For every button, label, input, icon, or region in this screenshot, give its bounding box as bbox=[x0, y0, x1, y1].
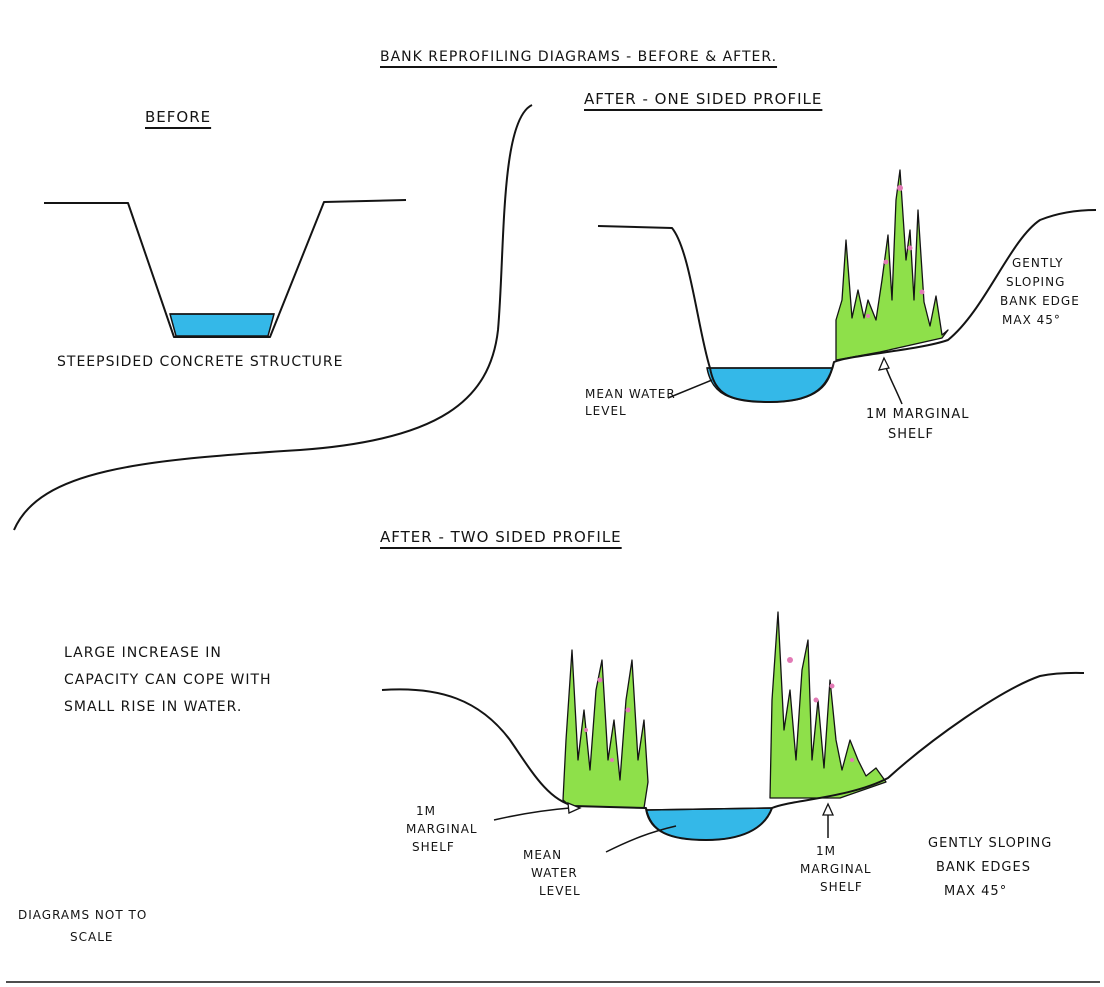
one-sided-profile bbox=[597, 209, 1097, 403]
two-sided-profile bbox=[381, 671, 1085, 841]
two-sided-water bbox=[645, 807, 774, 841]
before-caption: STEEPSIDED CONCRETE STRUCTURE bbox=[57, 354, 344, 370]
one-sided-slope-label: GENTLY SLOPING BANK EDGE MAX 45° bbox=[1000, 256, 1080, 327]
one-sided-water bbox=[706, 367, 833, 403]
two-sided-diagram bbox=[381, 611, 1085, 853]
two-sided-left-shelf-pointer bbox=[493, 807, 571, 821]
one-sided-diagram bbox=[597, 169, 1097, 405]
before-water bbox=[169, 313, 275, 337]
page-title: BANK REPROFILING DIAGRAMS - BEFORE & AFT… bbox=[380, 49, 778, 65]
two-sided-left-shelf-label: 1M MARGINAL SHELF bbox=[406, 804, 478, 854]
two-sided-right-shelf-label: 1M MARGINAL SHELF bbox=[800, 844, 872, 894]
one-sided-water-label: MEAN WATER LEVEL bbox=[585, 387, 676, 418]
two-sided-water-pointer bbox=[605, 825, 677, 853]
before-channel bbox=[44, 199, 407, 338]
capacity-note: LARGE INCREASE IN CAPACITY CAN COPE WITH… bbox=[64, 645, 272, 715]
two-sided-slope-label: GENTLY SLOPING BANK EDGES MAX 45° bbox=[928, 836, 1053, 899]
two-sided-water-label: MEAN WATER LEVEL bbox=[523, 848, 581, 898]
one-sided-water-pointer bbox=[667, 379, 713, 399]
before-channel-profile bbox=[44, 199, 407, 338]
before-heading: BEFORE bbox=[145, 108, 212, 126]
two-sided-left-vegetation bbox=[562, 649, 649, 809]
two-sided-heading: AFTER - TWO SIDED PROFILE bbox=[380, 528, 622, 546]
scale-footnote: DIAGRAMS NOT TO SCALE bbox=[18, 908, 148, 944]
one-sided-vegetation bbox=[835, 169, 949, 361]
one-sided-heading: AFTER - ONE SIDED PROFILE bbox=[584, 90, 823, 108]
section-divider-curve bbox=[13, 104, 533, 531]
two-sided-right-vegetation bbox=[769, 611, 887, 799]
one-sided-shelf-label: 1M MARGINAL SHELF bbox=[866, 407, 970, 442]
